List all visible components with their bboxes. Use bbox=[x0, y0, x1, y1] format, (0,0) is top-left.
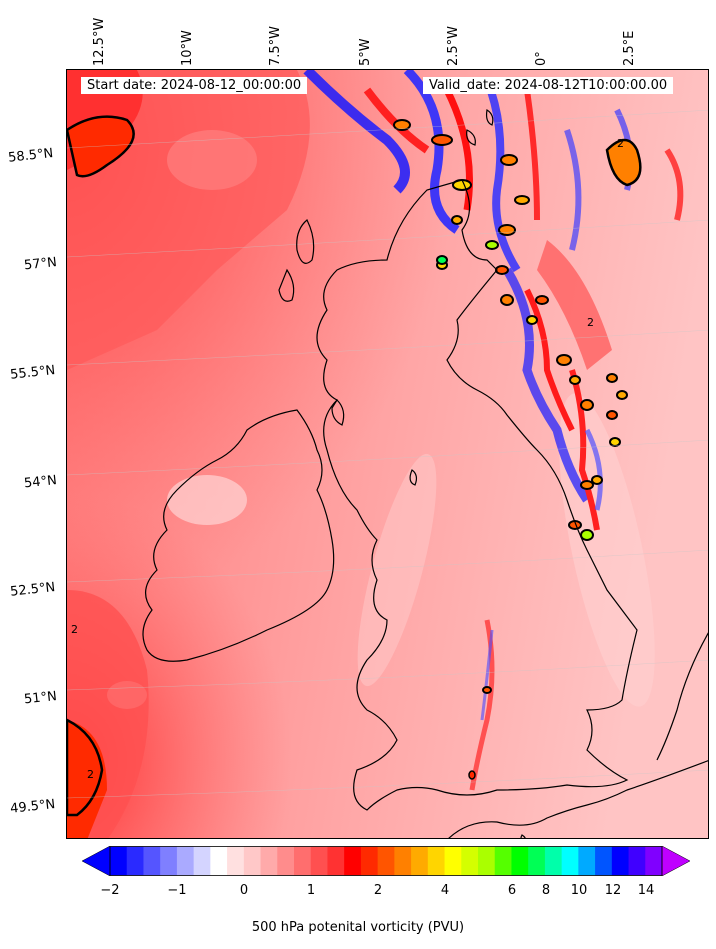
colorbar bbox=[82, 846, 690, 876]
colorbar-segment bbox=[461, 846, 479, 876]
colorbar-segment bbox=[544, 846, 563, 876]
colorbar-tick: 4 bbox=[440, 883, 450, 898]
colorbar-tick: 10 bbox=[570, 883, 588, 898]
colorbar-tick: 1 bbox=[306, 883, 316, 898]
contour-label: 2 bbox=[71, 623, 78, 636]
colorbar-segment bbox=[210, 846, 228, 876]
colorbar-segment bbox=[193, 846, 211, 876]
pv-low-eddy bbox=[167, 475, 247, 525]
lat-label: 55.5°N bbox=[9, 363, 56, 383]
contour-label: 2 bbox=[617, 137, 624, 150]
lat-label: 54°N bbox=[23, 473, 58, 492]
colorbar-segment bbox=[578, 846, 596, 876]
lon-label: 2.5°W bbox=[446, 25, 461, 66]
colorbar-tick: −2 bbox=[100, 883, 120, 898]
lat-label: 58.5°N bbox=[7, 146, 54, 166]
colorbar-segment bbox=[126, 846, 144, 876]
valid-date-label: Valid_date: 2024-08-12T10:00:00.00 bbox=[423, 77, 674, 94]
contour-label: 2 bbox=[87, 768, 94, 781]
colorbar-segment bbox=[227, 846, 245, 876]
lon-label: 7.5°W bbox=[268, 25, 283, 66]
colorbar-segment bbox=[277, 846, 295, 876]
colorbar-segment bbox=[310, 846, 328, 876]
lat-label: 51°N bbox=[23, 689, 58, 708]
colorbar-segment bbox=[611, 846, 630, 876]
colorbar-tick: 6 bbox=[507, 883, 517, 898]
colorbar-label: 500 hPa potenital vorticity (PVU) bbox=[251, 920, 465, 935]
colorbar-segments bbox=[110, 846, 663, 876]
lon-label: 5°W bbox=[358, 38, 373, 66]
lat-label: 52.5°N bbox=[9, 580, 56, 600]
colorbar-segment bbox=[260, 846, 278, 876]
lat-label: 57°N bbox=[23, 255, 58, 274]
colorbar-segment bbox=[344, 846, 362, 876]
colorbar-segment bbox=[478, 846, 496, 876]
colorbar-segment bbox=[494, 846, 512, 876]
colorbar-segment bbox=[327, 846, 345, 876]
colorbar-segment bbox=[294, 846, 312, 876]
colorbar-segment bbox=[243, 846, 262, 876]
colorbar-segment bbox=[394, 846, 412, 876]
colorbar-tick: 8 bbox=[541, 883, 551, 898]
lon-label: 12.5°W bbox=[92, 17, 107, 66]
colorbar-segment bbox=[427, 846, 446, 876]
pv-low-eddy bbox=[357, 453, 437, 687]
map-panel: 2 2 2 2 bbox=[66, 69, 709, 839]
colorbar-segment bbox=[444, 846, 462, 876]
colorbar-segment bbox=[176, 846, 195, 876]
lat-label: 49.5°N bbox=[9, 797, 56, 817]
lon-label: 2.5°E bbox=[622, 30, 637, 66]
colorbar-segment bbox=[110, 846, 128, 876]
colorbar-over-arrow bbox=[661, 846, 690, 876]
pv-contour-blobs bbox=[67, 115, 642, 817]
lon-label: 0° bbox=[534, 51, 549, 66]
colorbar-segment bbox=[628, 846, 646, 876]
colorbar-segment bbox=[511, 846, 529, 876]
colorbar-segment bbox=[411, 846, 429, 876]
colorbar-segment bbox=[528, 846, 546, 876]
lon-label: 10°W bbox=[180, 30, 195, 66]
colorbar-segment bbox=[360, 846, 379, 876]
colorbar-segment bbox=[645, 846, 663, 876]
colorbar-segment bbox=[377, 846, 395, 876]
colorbar-segment bbox=[143, 846, 161, 876]
colorbar-tick: −1 bbox=[167, 883, 187, 898]
colorbar-tick: 2 bbox=[373, 883, 383, 898]
contour-label: 2 bbox=[587, 316, 594, 329]
coastlines bbox=[142, 109, 708, 838]
colorbar-tick: 14 bbox=[637, 883, 655, 898]
colorbar-tick: 0 bbox=[239, 883, 249, 898]
colorbar-tick: 12 bbox=[604, 883, 622, 898]
colorbar-segment bbox=[561, 846, 579, 876]
colorbar-outline bbox=[109, 846, 663, 876]
start-date-label: Start date: 2024-08-12_00:00:00 bbox=[81, 77, 308, 94]
colorbar-segment bbox=[595, 846, 613, 876]
pv-strong-band bbox=[537, 240, 612, 370]
colorbar-segment bbox=[160, 846, 178, 876]
pv-map: 2 2 2 2 bbox=[67, 70, 708, 838]
colorbar-under-arrow bbox=[82, 846, 111, 876]
